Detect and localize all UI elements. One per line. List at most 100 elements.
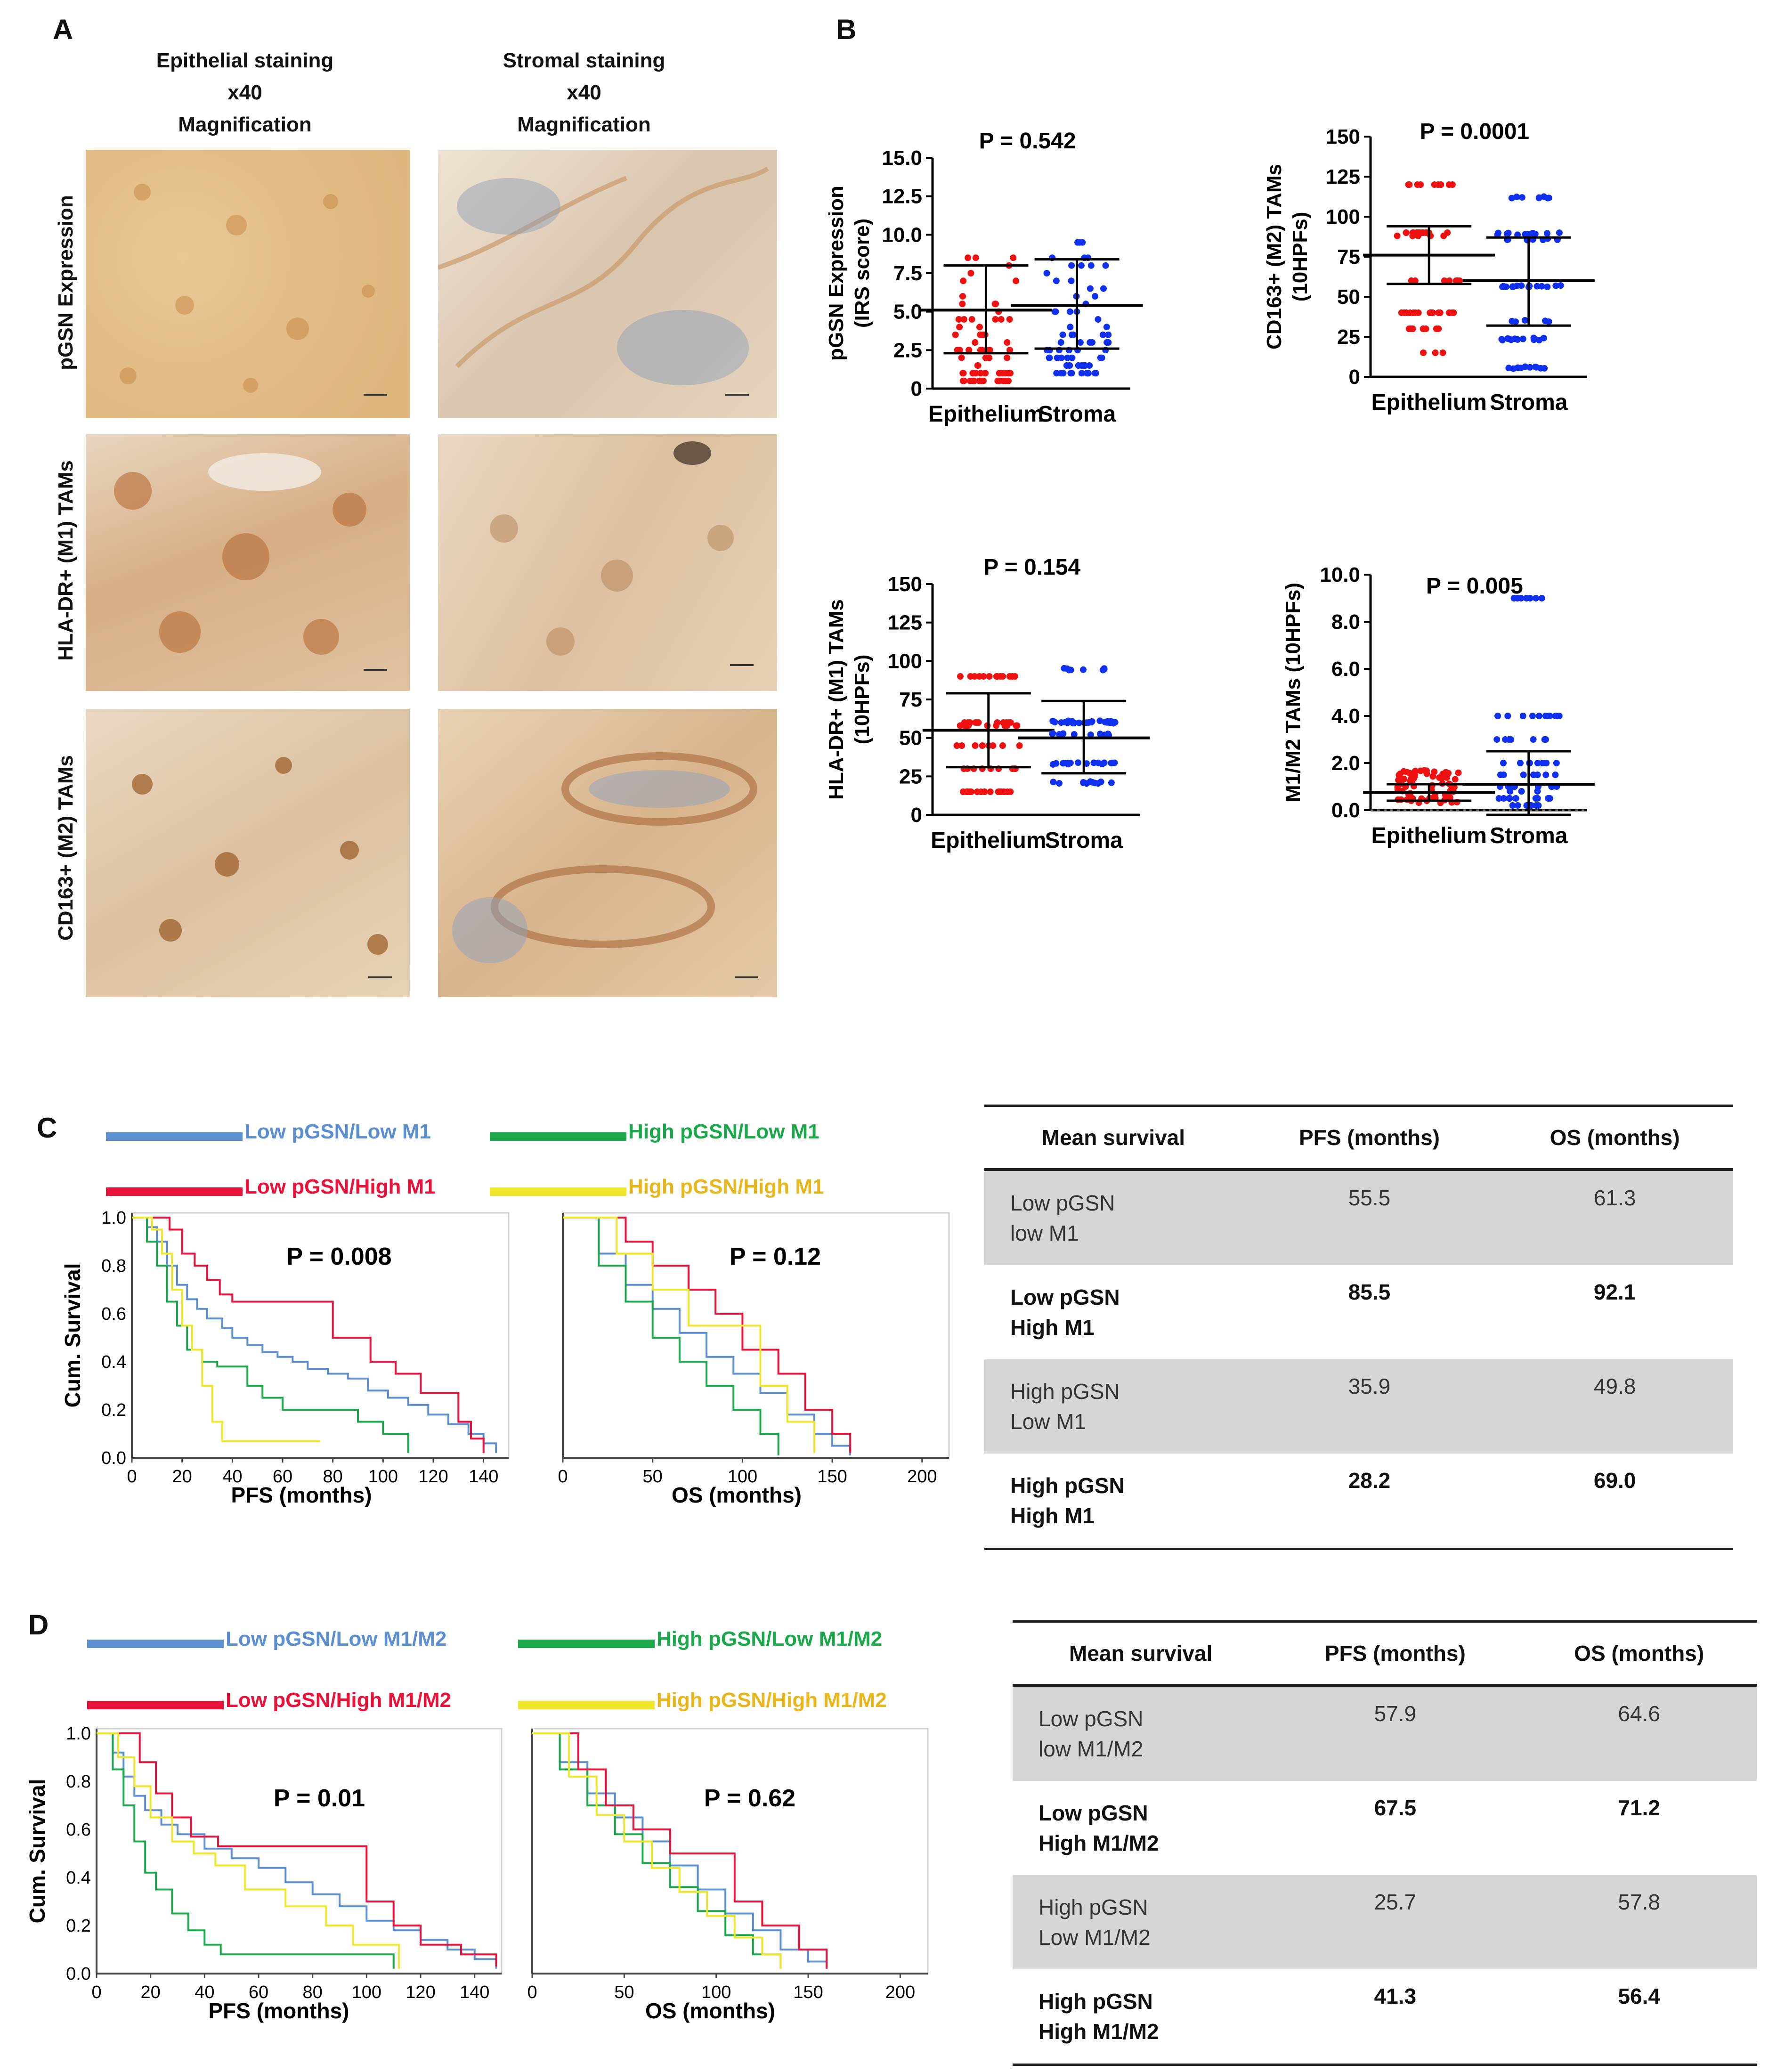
- y-axis-label: pGSN Expression: [825, 186, 848, 361]
- y-tick-label: 0: [911, 804, 922, 827]
- table-cell-os: 71.2: [1618, 1796, 1660, 1820]
- data-point: [1544, 195, 1551, 202]
- y-tick-label: 50: [1337, 285, 1360, 309]
- data-point: [1494, 713, 1501, 719]
- stromal-column-header: Stromal staining x40 Magnification: [438, 45, 730, 141]
- dotplot-b2: 0 25 50 75 100 125 150 CD163+ (M2) TAMs (10HPFs)…: [1263, 119, 1595, 415]
- data-point: [966, 347, 973, 354]
- data-point: [997, 788, 1004, 795]
- data-point: [959, 370, 966, 377]
- table-cell-os: 57.8: [1618, 1890, 1660, 1914]
- data-point: [1540, 334, 1547, 341]
- data-point: [1049, 730, 1056, 737]
- data-point: [1067, 324, 1074, 331]
- data-point: [1546, 795, 1553, 802]
- data-point: [1495, 229, 1501, 236]
- row-label-line-2: low M1: [1010, 1221, 1079, 1245]
- y-tick-label: 25: [1337, 325, 1360, 349]
- data-point: [993, 722, 1000, 729]
- table-cell-os: 64.6: [1618, 1701, 1660, 1726]
- data-point: [958, 742, 966, 749]
- row-label-line-2: High M1/M2: [1039, 2019, 1159, 2044]
- table-cell-group: High pGSN Low M1/M2: [1013, 1875, 1269, 1969]
- data-point: [1535, 802, 1542, 809]
- data-point: [1504, 713, 1511, 719]
- data-point: [972, 370, 979, 377]
- data-point: [1400, 768, 1407, 775]
- data-point: [1080, 666, 1087, 673]
- data-point: [1507, 788, 1514, 795]
- data-point: [1432, 349, 1439, 356]
- data-point: [955, 316, 962, 323]
- y-tick-label: 0.2: [66, 1916, 91, 1936]
- data-point: [971, 673, 978, 680]
- row-label-line-2: low M1/M2: [1039, 1737, 1144, 1761]
- y-tick-label: 0.0: [66, 1964, 91, 1984]
- legend-swatch: [518, 1701, 655, 1709]
- data-point: [1097, 354, 1104, 361]
- legend-swatch: [87, 1701, 224, 1709]
- panel-b-dotplots: 0 2.5 5.0 7.5 10.0 12.5 15.0 pGSN Expression (IR…: [825, 119, 1595, 853]
- x-tick-label: 150: [817, 1467, 847, 1487]
- data-point: [977, 370, 984, 377]
- y-tick-label: 0.8: [101, 1256, 126, 1276]
- y-tick-label: 150: [1326, 125, 1360, 148]
- km-curve: [132, 1217, 497, 1453]
- row-label-line-1: High pGSN: [1039, 1895, 1148, 1919]
- x-tick-label: 100: [352, 1983, 381, 2002]
- panel-c-table: Mean survival PFS (months) OS (months) Low …: [984, 1105, 1733, 1550]
- table-cell-pfs: 35.9: [1348, 1374, 1391, 1398]
- data-point: [1518, 194, 1525, 201]
- y-tick-label: 10.0: [882, 223, 922, 246]
- data-point: [965, 254, 972, 261]
- data-point: [1517, 760, 1524, 766]
- data-point: [1003, 719, 1010, 726]
- data-point: [1012, 673, 1018, 680]
- data-point: [987, 788, 994, 795]
- data-point: [1533, 595, 1539, 601]
- table-row: Low pGSN High M1/M2 67.5 71.2: [1013, 1781, 1757, 1875]
- epithelial-mag-label: Magnification: [178, 113, 312, 136]
- data-point: [1500, 772, 1507, 778]
- table-row: High pGSN Low M1/M2 25.7 57.8: [1013, 1875, 1757, 1969]
- data-point: [1455, 769, 1462, 776]
- table-header-row: Mean survival PFS (months) OS (months): [1013, 1620, 1757, 1687]
- table-cell-group: High pGSN High M1: [984, 1454, 1242, 1550]
- data-point: [1514, 336, 1521, 343]
- data-point: [1523, 595, 1530, 601]
- data-point: [1502, 736, 1509, 743]
- data-point: [1422, 325, 1429, 332]
- x-tick-label: 50: [643, 1467, 663, 1487]
- x-tick-label: 60: [249, 1983, 268, 2002]
- row-label-line-2: Low M1/M2: [1039, 1925, 1151, 1950]
- data-point: [1403, 229, 1410, 236]
- km-curve: [132, 1217, 409, 1453]
- data-point: [1079, 239, 1086, 246]
- x-tick-label: 140: [469, 1467, 498, 1487]
- data-point: [1530, 736, 1537, 743]
- data-point: [1005, 377, 1012, 384]
- table-cell-os: 61.3: [1593, 1186, 1636, 1210]
- data-point: [1423, 767, 1430, 774]
- x-tick-label: 0: [127, 1467, 137, 1487]
- data-point: [1096, 717, 1103, 724]
- y-tick-label: 5.0: [893, 301, 922, 324]
- p-value: P = 0.154: [983, 555, 1080, 580]
- legend-label: High pGSN/High M1/M2: [657, 1689, 887, 1712]
- data-point: [1085, 719, 1092, 726]
- legend-swatch: [518, 1640, 655, 1648]
- x-axis-label: OS (months): [645, 1999, 775, 2023]
- data-point: [1429, 773, 1436, 780]
- data-point: [1552, 282, 1559, 289]
- y-tick-label: 0.2: [101, 1400, 126, 1420]
- y-tick-label: 1.0: [66, 1724, 91, 1744]
- dotplot-b1: 0 2.5 5.0 7.5 10.0 12.5 15.0 pGSN Expression (IR…: [825, 129, 1143, 427]
- data-point: [959, 377, 966, 384]
- km-curve: [563, 1217, 779, 1455]
- data-point: [1541, 736, 1548, 743]
- km-curve: [97, 1732, 497, 1966]
- table-cell-pfs: 28.2: [1242, 1454, 1497, 1550]
- row-label-line-2: High M1: [1010, 1315, 1095, 1340]
- y-tick-label: 0.0: [101, 1448, 126, 1468]
- y-tick-label: 125: [888, 611, 922, 634]
